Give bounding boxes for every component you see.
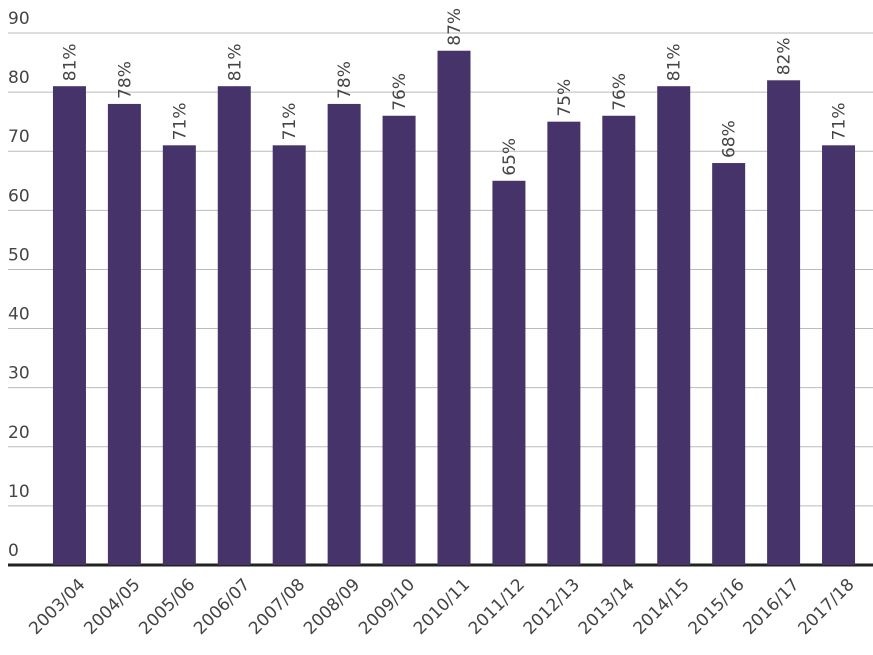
value-label: 65% bbox=[500, 138, 520, 176]
bar bbox=[547, 121, 581, 566]
x-tick-label: 2009/10 bbox=[355, 575, 419, 639]
bar bbox=[382, 115, 416, 565]
bar bbox=[272, 145, 306, 566]
bar bbox=[492, 180, 526, 565]
value-label: 68% bbox=[720, 120, 740, 158]
bar bbox=[52, 86, 86, 565]
value-label: 71% bbox=[170, 103, 190, 141]
bar bbox=[822, 145, 856, 566]
bar bbox=[162, 145, 196, 566]
value-label: 71% bbox=[280, 103, 300, 141]
x-tick-label: 2014/15 bbox=[630, 575, 694, 639]
value-label: 82% bbox=[775, 37, 795, 75]
x-tick-label: 2005/06 bbox=[135, 575, 199, 639]
x-tick-label: 2016/17 bbox=[740, 575, 804, 639]
y-tick-label: 20 bbox=[8, 423, 30, 443]
bar bbox=[217, 86, 251, 565]
value-label: 87% bbox=[445, 8, 465, 46]
y-tick-label: 70 bbox=[8, 127, 30, 147]
y-tick-label: 10 bbox=[8, 482, 30, 502]
y-tick-label: 0 bbox=[8, 541, 19, 561]
x-tick-label: 2003/04 bbox=[25, 575, 89, 639]
y-tick-label: 90 bbox=[8, 9, 30, 29]
value-label: 76% bbox=[610, 73, 630, 111]
bar bbox=[602, 115, 636, 565]
value-label: 71% bbox=[830, 103, 850, 141]
x-tick-label: 2008/09 bbox=[300, 575, 364, 639]
value-label: 81% bbox=[225, 43, 245, 81]
bar bbox=[437, 50, 471, 565]
x-tick-label: 2013/14 bbox=[575, 575, 639, 639]
bar bbox=[767, 80, 801, 566]
bar bbox=[712, 163, 746, 566]
x-tick-label: 2011/12 bbox=[465, 575, 529, 639]
y-tick-label: 60 bbox=[8, 186, 30, 206]
value-label: 81% bbox=[60, 43, 80, 81]
x-tick-label: 2012/13 bbox=[520, 575, 584, 639]
bar bbox=[107, 103, 141, 565]
value-label: 76% bbox=[390, 73, 410, 111]
bar bbox=[657, 86, 691, 565]
x-tick-label: 2010/11 bbox=[410, 575, 474, 639]
x-tick-label: 2006/07 bbox=[190, 575, 254, 639]
x-tick-label: 2015/16 bbox=[685, 575, 749, 639]
x-tick-label: 2017/18 bbox=[794, 575, 858, 639]
value-label: 78% bbox=[335, 61, 355, 99]
value-label: 75% bbox=[555, 79, 575, 117]
y-tick-label: 30 bbox=[8, 364, 30, 384]
value-label: 78% bbox=[115, 61, 135, 99]
x-tick-label: 2007/08 bbox=[245, 575, 309, 639]
bar bbox=[327, 103, 361, 565]
x-tick-label: 2004/05 bbox=[80, 575, 144, 639]
y-tick-label: 40 bbox=[8, 305, 30, 325]
y-tick-label: 50 bbox=[8, 245, 30, 265]
y-tick-label: 80 bbox=[8, 68, 30, 88]
value-label: 81% bbox=[665, 43, 685, 81]
